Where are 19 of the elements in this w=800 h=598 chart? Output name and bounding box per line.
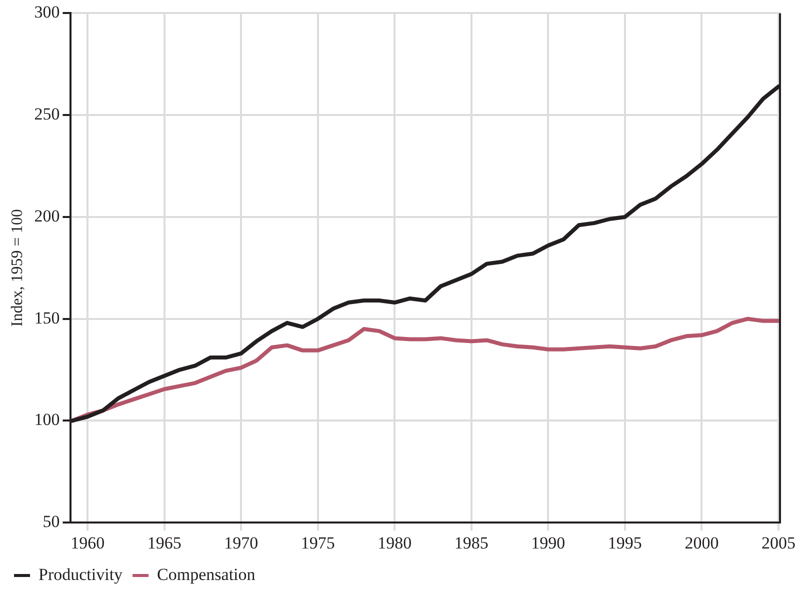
x-tick-label: 1990 [531,533,566,552]
x-tick-label: 1985 [454,533,488,552]
x-tick-label: 2005 [761,533,796,552]
x-tick-label: 1970 [224,533,258,552]
x-tick-label: 1975 [300,533,335,552]
y-axis-title: Index, 1959 = 100 [8,209,26,327]
y-tick-label: 300 [34,2,60,22]
x-tick-label: 1965 [147,533,182,552]
x-tick-label: 2000 [684,533,719,552]
y-tick-label: 150 [34,308,60,328]
y-tick-label: 200 [34,206,60,226]
legend-label: Compensation [157,564,256,584]
legend-label: Productivity [38,564,124,584]
y-tick-label: 250 [34,104,60,124]
y-tick-label: 50 [42,512,60,532]
x-tick-label: 1980 [378,533,412,552]
y-tick-label: 100 [34,410,60,430]
x-tick-label: 1960 [70,533,105,552]
x-tick-label: 1995 [608,533,642,552]
